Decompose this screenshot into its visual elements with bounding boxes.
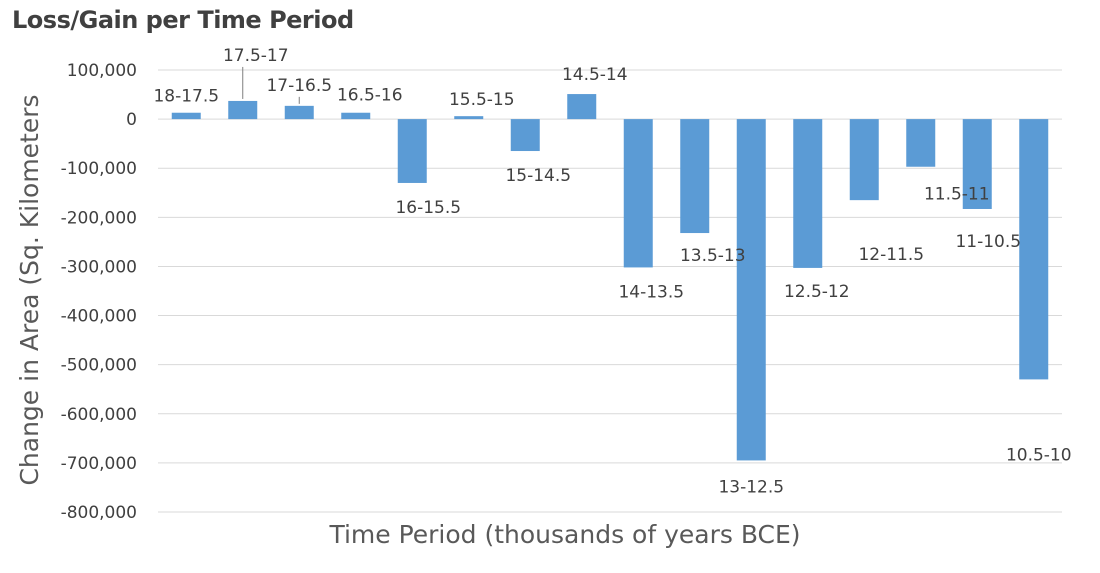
y-tick-label: 100,000: [67, 61, 137, 81]
chart-title: Loss/Gain per Time Period: [12, 6, 354, 34]
bar: [962, 119, 992, 209]
y-tick-label: -700,000: [61, 454, 137, 474]
y-tick-label: -200,000: [61, 208, 137, 228]
y-tick-label: -500,000: [61, 356, 137, 376]
bar: [454, 116, 484, 120]
data-label: 16-15.5: [395, 198, 461, 218]
data-label: 13-12.5: [718, 477, 784, 497]
y-tick-label: 0: [126, 110, 137, 130]
bar: [228, 100, 258, 120]
data-label: 13.5-13: [680, 246, 746, 266]
y-tick-label: -300,000: [61, 257, 137, 277]
bar: [849, 119, 879, 201]
data-label: 14.5-14: [562, 65, 628, 85]
bar: [341, 112, 371, 120]
data-label: 15.5-15: [449, 90, 515, 110]
data-label: 10.5-10: [1006, 445, 1072, 465]
y-tick-label: -100,000: [61, 159, 137, 179]
bar: [397, 119, 427, 183]
bar: [906, 119, 936, 167]
gridlines: [158, 69, 1062, 513]
bar: [680, 119, 710, 234]
data-label: 12-11.5: [858, 245, 924, 265]
y-tick-labels: 100,000 0 -100,000 -200,000 -300,000 -400,000…: [61, 61, 137, 523]
data-label: 11.5-11: [924, 185, 990, 205]
x-axis-title: Time Period (thousands of years BCE): [328, 520, 800, 549]
data-label: 15-14.5: [505, 166, 571, 186]
y-tick-label: -800,000: [61, 503, 137, 523]
bar: [284, 105, 314, 120]
bars: [171, 94, 1049, 461]
bar: [171, 112, 201, 120]
bar: [510, 119, 540, 152]
y-tick-label: -400,000: [61, 307, 137, 327]
data-label: 17-16.5: [266, 76, 332, 96]
bar: [1019, 119, 1049, 380]
data-label: 16.5-16: [337, 86, 403, 106]
data-label: 12.5-12: [784, 282, 850, 302]
data-label: 14-13.5: [618, 282, 684, 302]
data-labels: 18-17.5 17.5-17 17-16.5 16.5-16 16-15.5 15.5-…: [153, 46, 1071, 497]
data-label: 18-17.5: [153, 87, 219, 107]
bar: [793, 119, 823, 268]
y-tick-label: -600,000: [61, 405, 137, 425]
y-axis-title: Change in Area (Sq. Kilometers: [15, 94, 44, 485]
bar: [623, 119, 653, 268]
data-label: 11-10.5: [955, 232, 1021, 252]
bar: [567, 94, 597, 120]
data-label: 17.5-17: [223, 46, 289, 66]
bar: [736, 119, 766, 461]
